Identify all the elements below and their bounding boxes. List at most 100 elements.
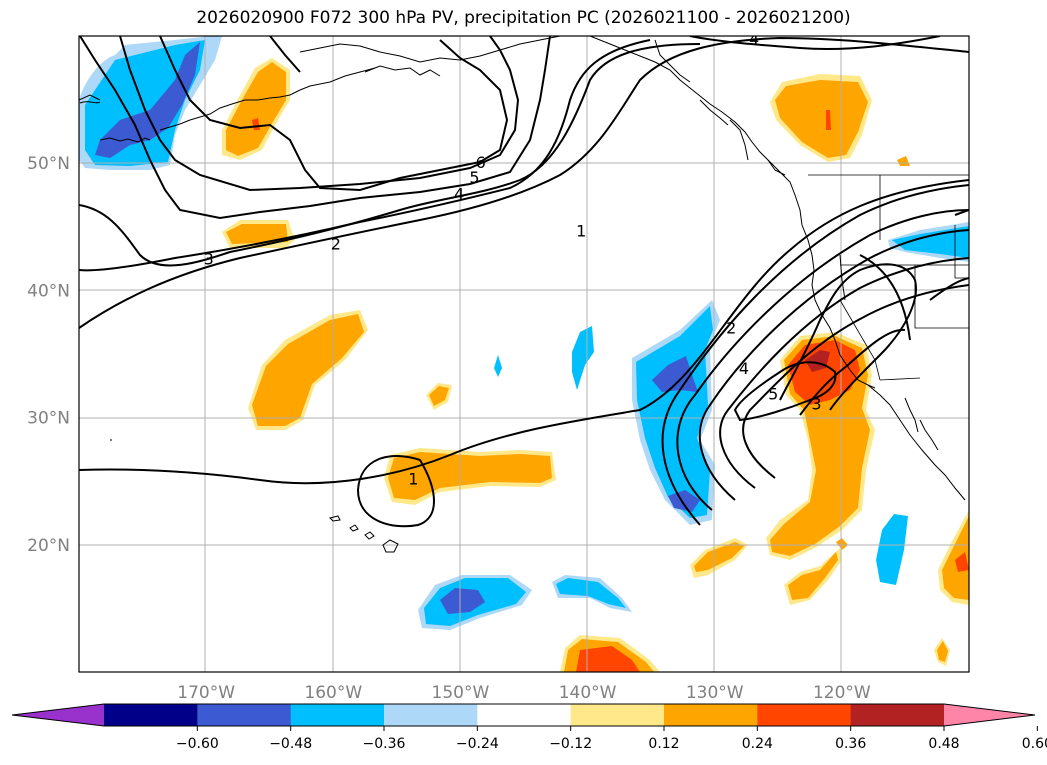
colorbar-tick-label: 0.24 (742, 736, 773, 752)
pv-contour (719, 257, 969, 489)
pv-contour (119, 36, 520, 192)
colorbar-tick-label: −0.48 (269, 736, 312, 752)
pv-contour (859, 254, 911, 341)
colorbar-segment (664, 704, 758, 726)
pv-contour (159, 36, 509, 192)
precip-positive-area (694, 542, 744, 572)
lon-label: 150°W (432, 683, 490, 703)
colorbar-tick-label: −0.60 (176, 736, 219, 752)
pv-contour (269, 36, 301, 73)
colorbar-tick-label: 0.48 (928, 736, 959, 752)
precip-negative-area (892, 226, 969, 258)
colorbar-tick-label: −0.12 (549, 736, 592, 752)
precip-positive-area (775, 80, 868, 158)
precip-positive-area (955, 552, 969, 572)
precip-positive-area (252, 314, 364, 426)
coastlines (79, 36, 966, 553)
pv-contour (661, 184, 969, 526)
colorbar-segment (104, 704, 198, 726)
pv-contour (954, 209, 969, 216)
contour-label: 5 (469, 168, 479, 187)
lon-label: 140°W (559, 683, 617, 703)
precip-positive-area (788, 552, 838, 600)
pv-contour (698, 229, 969, 501)
precip-negative-area (95, 42, 200, 158)
precip-negative-area (572, 326, 594, 390)
contour-label: 2 (726, 318, 736, 337)
precip-negative-area (668, 490, 700, 512)
pv-contour (689, 36, 941, 51)
pv-contour (676, 209, 969, 511)
precip-positive-area (826, 110, 831, 130)
colorbar-tick-label: 0.12 (648, 736, 679, 752)
precip-negative-area (876, 514, 908, 585)
map-frame (78, 35, 970, 673)
pv-contour (799, 328, 906, 416)
pv-contour (929, 277, 969, 301)
lon-label: 160°W (304, 683, 362, 703)
contour-label: 1 (576, 222, 586, 241)
contour-label: 2 (331, 234, 341, 253)
colorbar-segment (290, 704, 385, 726)
contour-label: 3 (811, 395, 821, 414)
contour-label: 4 (749, 30, 759, 49)
precip-positive-area (388, 452, 552, 500)
lon-label: 170°W (177, 683, 235, 703)
contour-label: 1 (408, 470, 418, 489)
precip-negative-area (556, 578, 626, 608)
colorbar-segment (477, 704, 572, 726)
pv-contour (79, 36, 969, 329)
lat-label: 40°N (27, 281, 70, 301)
precip-positive-area (942, 516, 969, 600)
pv-contour (779, 263, 917, 411)
colorbar-segment (570, 704, 665, 726)
colorbar-segment (850, 704, 945, 726)
graticule (79, 36, 969, 672)
pv-contour (356, 455, 435, 528)
lon-label: 120°W (813, 683, 871, 703)
contour-label: 5 (768, 384, 778, 403)
pv-contour (733, 361, 837, 422)
precipitation-shading (79, 36, 969, 630)
precip-negative-area (652, 356, 698, 392)
precip-positive-area (937, 641, 948, 662)
colorbar-segment (384, 704, 478, 726)
lon-label: 130°W (686, 683, 744, 703)
precip-positive-area (226, 62, 286, 156)
lat-label: 50°N (27, 154, 70, 174)
colorbar-tick-label: 0.60 (1022, 736, 1047, 752)
colorbar-tick-label: −0.24 (456, 736, 499, 752)
colorbar-extend-max (944, 704, 1035, 726)
precip-positive-area (226, 224, 288, 244)
precip-negative-area (636, 306, 713, 518)
colorbar-extend-min (12, 704, 104, 726)
colorbar: −0.60 −0.48 −0.36 −0.24 −0.12 0.12 0.24 0.36 0.4… (11, 703, 1047, 752)
pv-contour (79, 36, 551, 220)
contour-label: 6 (476, 153, 486, 172)
lat-label: 30°N (27, 409, 70, 429)
pv-contour (79, 43, 701, 267)
precip-negative-area (494, 355, 502, 377)
map-title: 2026020900 F072 300 hPa PV, precipitatio… (196, 8, 851, 28)
pv-contours (79, 36, 969, 528)
contour-label: 4 (739, 359, 749, 378)
precip-positive-area (805, 350, 830, 372)
longitude-labels: 170°W 160°W 150°W 140°W 130°W 120°W (177, 683, 871, 703)
pv-contour (79, 179, 969, 485)
latitude-labels: 50°N 40°N 30°N 20°N (27, 154, 70, 556)
colorbar-segment (757, 704, 852, 726)
lat-label: 20°N (27, 536, 70, 556)
contour-label: 4 (454, 185, 464, 204)
colorbar-tick-label: 0.36 (835, 736, 866, 752)
contour-label: 3 (204, 250, 214, 269)
precip-positive-area (429, 386, 449, 406)
precipitation-shading-positive (222, 58, 969, 672)
precip-positive-area (576, 646, 640, 672)
colorbar-tick-label: −0.36 (363, 736, 406, 752)
colorbar-segment (197, 704, 292, 726)
precip-positive-area (836, 538, 848, 550)
pv-contour (79, 39, 651, 272)
